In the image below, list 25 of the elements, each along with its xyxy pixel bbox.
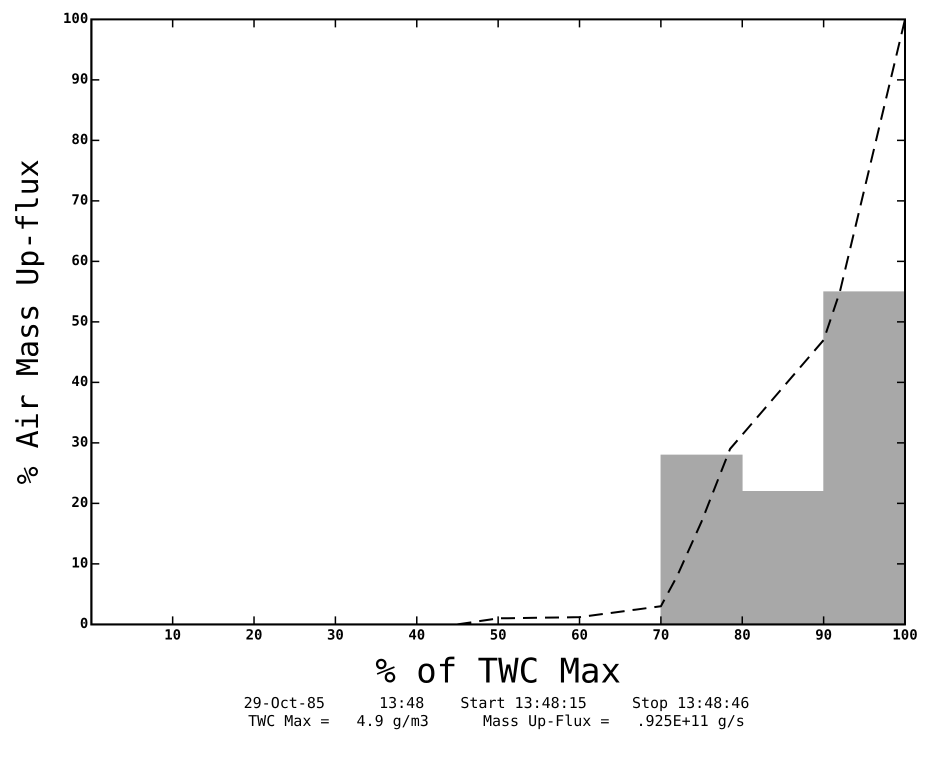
y-tick-label: 70 — [71, 192, 88, 209]
text: 29-Oct-85 13:48 Start 13:48:15 Stop 13:48:46 — [242, 694, 750, 712]
y-tick-label: 20 — [71, 495, 88, 512]
y-tick-label: 0 — [80, 616, 88, 632]
x-tick-label: 60 — [571, 627, 588, 644]
text: TWC Max = 4.9 g/m3 Mass Up-Flux = .925E+11 g/s — [247, 712, 746, 730]
y-tick-label: 50 — [71, 314, 88, 330]
x-axis-title: % of TWC Max — [375, 651, 621, 692]
x-tick-label: 80 — [734, 627, 751, 644]
y-tick-label: 40 — [71, 374, 88, 390]
x-tick-label: 20 — [246, 627, 262, 644]
y-tick-label: 30 — [71, 434, 88, 451]
x-tick-label: 90 — [815, 627, 832, 644]
y-tick-label: 10 — [71, 556, 88, 572]
y-tick-label: 80 — [71, 132, 88, 148]
y-tick-label: 100 — [62, 11, 88, 28]
y-tick-label: 60 — [71, 253, 88, 270]
x-tick-label: 40 — [408, 627, 426, 644]
x-tick-label: 100 — [892, 627, 918, 644]
y-axis-title: % Air Mass Up-flux — [10, 159, 46, 484]
x-tick-label: 50 — [490, 627, 507, 644]
y-tick-label: 90 — [71, 72, 88, 88]
x-tick-label: 30 — [326, 627, 344, 644]
x-tick-label: 70 — [652, 627, 670, 644]
x-tick-label: 10 — [164, 627, 182, 644]
